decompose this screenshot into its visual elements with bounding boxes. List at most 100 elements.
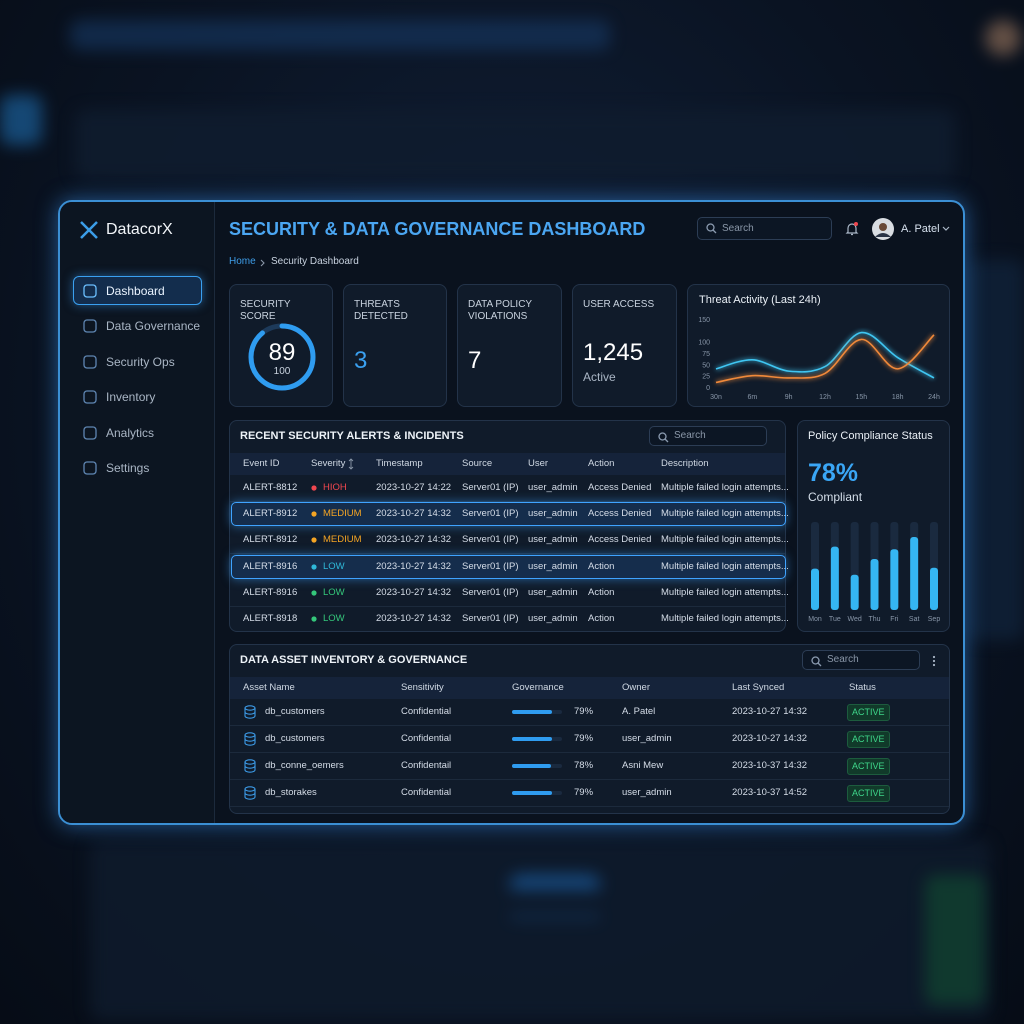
cell: Action [588,613,615,624]
column-header[interactable]: Event ID [243,458,280,469]
section-title: DATA ASSET INVENTORY & GOVERNANCE [240,654,468,666]
x-tick-label: Thu [868,616,880,623]
column-header[interactable]: Severity [311,458,346,469]
bar [890,549,899,610]
column-header[interactable]: User [528,458,549,469]
cell: Asni Mew [622,760,664,771]
severity: HIOH [323,482,347,493]
governance-bar [512,710,552,714]
card: RECENT SECURITY ALERTS & INCIDENTS Search… [229,420,789,632]
nav-item[interactable]: Settings [106,461,150,475]
compliance-text: Compliant [808,490,863,504]
cell: ALERT-8912 [243,508,298,519]
nav-item[interactable]: Data Governance [106,319,201,333]
kpi-sub: Active [583,370,616,384]
cell: Confidential [401,706,452,717]
column-header[interactable]: Description [661,458,709,469]
bar [850,574,859,610]
breadcrumb-home[interactable]: Home [229,256,256,267]
search-box[interactable]: Search [649,426,767,446]
nav-item[interactable]: Analytics [106,426,155,440]
asset-name: db_storakes [265,787,317,798]
search-icon [706,223,715,232]
card: DATA POLICY VIOLATIONS 7 [457,284,562,407]
column-header[interactable]: Action [588,458,615,469]
severity: LOW [323,587,345,598]
card: USER ACCESS 1,245 Active [572,284,677,407]
bar [870,558,879,610]
row-highlight [231,502,786,526]
column-header[interactable]: Owner [622,682,650,693]
icon [872,218,894,240]
status-badge: ACTIVE [847,758,890,775]
icon: 0 25 50 75 100 150 30n 6m 9h 12h 15h 18h 24h [698,317,940,401]
icon [311,564,317,570]
icon [311,590,317,596]
icon [248,323,316,391]
column-header[interactable]: Governance [512,682,564,693]
icon [83,355,97,369]
cell: 2023-10-37 14:52 [732,787,808,798]
severity: MEDIUM [323,508,362,519]
avatar [879,223,887,231]
bg-blur [965,260,1024,640]
nav-item[interactable]: Dashboard [106,284,165,298]
db-icon [244,759,256,765]
y-tick-label: 150 [698,317,710,324]
row-highlight [231,555,786,579]
column-header[interactable]: Status [849,682,876,693]
user-name[interactable]: A. Patel [901,223,940,235]
icon [83,284,97,298]
icon [942,226,950,231]
nav-item[interactable]: Security Ops [106,355,175,369]
icon [83,426,97,440]
bg-blur [70,20,610,50]
x-tick-label: 6m [747,394,757,401]
menu-icon [932,659,936,663]
column-header[interactable]: Asset Name [243,682,295,693]
bg-blur [925,875,985,1005]
cell: 2023-10-27 14:22 [376,482,452,493]
nav-active-box [73,276,202,305]
search-icon [658,432,667,441]
bar [910,536,919,610]
search-box[interactable]: Search [802,650,920,670]
cell: Multiple failed login attempts... [661,587,789,598]
db-icon [244,735,256,746]
nav-item[interactable]: Inventory [106,390,156,404]
menu-icon [932,663,936,667]
breadcrumb-sep [260,259,265,267]
severity-dot [311,537,317,543]
cell: Multiple failed login attempts... [661,613,789,624]
score-ring [248,323,316,391]
icon [260,259,265,267]
x-tick-label: 30n [710,394,722,401]
column-header[interactable]: Timestamp [376,458,423,469]
asset-name: db_customers [265,733,325,744]
column-header[interactable]: Last Synced [732,682,785,693]
search-placeholder: Search [722,222,754,234]
cell: Multiple failed login attempts... [661,534,789,545]
sidebar: DatacorX Dashboard Data Governance Security… [60,202,215,823]
search-icon [811,656,820,665]
y-tick-label: 75 [702,351,710,358]
x-tick-label: Wed [848,616,862,623]
icon [311,616,317,622]
row-divider [230,779,949,780]
x-tick-label: 24h [928,394,940,401]
column-header[interactable]: Sensitivity [401,682,444,693]
status-badge: ACTIVE [847,731,890,748]
column-header[interactable]: Source [462,458,493,469]
governance-bar [512,764,551,768]
governance-bar [512,791,552,795]
severity-dot [311,564,317,570]
icon [706,223,717,234]
chart-title: Threat Activity (Last 24h) [699,294,821,306]
chart-title: Policy Compliance Status [808,430,933,442]
status-badge: ACTIVE [847,704,890,721]
icon [811,656,822,667]
cell: ALERT-8916 [243,561,298,572]
search-box[interactable]: Search [697,217,832,240]
db-icon [244,762,256,773]
x-tick-label: Mon [808,616,822,623]
